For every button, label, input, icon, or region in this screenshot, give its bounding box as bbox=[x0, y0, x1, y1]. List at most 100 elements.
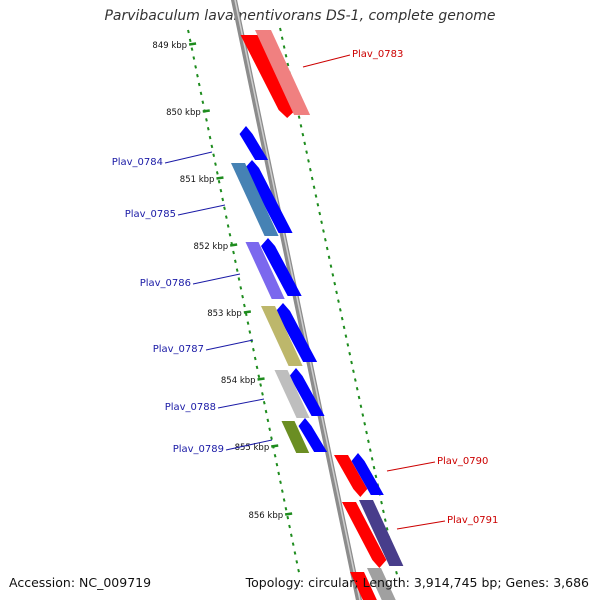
gene-plav-0785 bbox=[231, 163, 279, 236]
tick-mark bbox=[275, 462, 279, 467]
tick-mark bbox=[372, 465, 376, 470]
gene-label: Plav_0788 bbox=[165, 402, 216, 413]
scale-label: 855 kbp bbox=[235, 443, 270, 453]
tick-mark bbox=[196, 73, 199, 78]
scale-tick bbox=[202, 109, 210, 113]
scale-label: 856 kbp bbox=[248, 511, 283, 521]
tick-mark bbox=[340, 316, 344, 321]
scale-tick bbox=[188, 42, 197, 46]
cds-plav-0790-b bbox=[351, 453, 384, 495]
gene-plav-0789 bbox=[281, 421, 310, 453]
tick-mark bbox=[199, 91, 203, 96]
tick-mark bbox=[348, 351, 352, 356]
tick-mark bbox=[367, 439, 370, 444]
tick-mark bbox=[266, 418, 270, 423]
tick-mark bbox=[346, 343, 350, 347]
scale-label: 851 kbp bbox=[180, 175, 215, 185]
tick-mark bbox=[215, 171, 219, 175]
tick-mark bbox=[368, 448, 372, 452]
scale-tick bbox=[216, 176, 224, 180]
tick-mark bbox=[370, 457, 374, 461]
tick-mark bbox=[357, 395, 361, 400]
tick-mark bbox=[331, 273, 335, 277]
tick-mark bbox=[253, 356, 257, 361]
tick-mark bbox=[295, 560, 299, 564]
tick-mark bbox=[329, 264, 333, 268]
tick-mark bbox=[228, 233, 232, 237]
tick-mark bbox=[395, 570, 398, 575]
tick-mark bbox=[333, 281, 337, 286]
gene-plav-0783 bbox=[255, 30, 311, 115]
tick-mark bbox=[310, 176, 314, 181]
gene-plav-0786 bbox=[245, 242, 285, 299]
tick-mark bbox=[291, 542, 295, 546]
gene-label: Plav_0789 bbox=[173, 444, 224, 455]
tick-mark bbox=[297, 568, 300, 573]
tick-mark bbox=[235, 268, 239, 272]
tick-mark bbox=[208, 135, 212, 140]
tick-mark bbox=[374, 474, 378, 479]
tick-mark bbox=[361, 413, 365, 417]
tick-mark bbox=[284, 54, 288, 58]
gene-plav-0791 bbox=[359, 500, 404, 566]
cds-next bbox=[350, 572, 377, 600]
tick-mark bbox=[353, 378, 357, 382]
tick-mark bbox=[252, 347, 255, 352]
tick-mark bbox=[323, 238, 327, 242]
cds-plav-0790 bbox=[334, 455, 368, 497]
gene-label: Plav_0791 bbox=[447, 515, 498, 526]
tick-mark bbox=[261, 392, 264, 396]
scale-tick bbox=[271, 444, 279, 448]
tick-mark bbox=[210, 144, 214, 149]
tick-mark bbox=[363, 422, 367, 426]
scale-tick bbox=[243, 310, 252, 314]
tick-mark bbox=[325, 246, 329, 251]
tick-mark bbox=[280, 36, 284, 41]
tick-mark bbox=[277, 471, 281, 476]
tick-mark bbox=[380, 500, 383, 505]
tick-mark bbox=[234, 259, 237, 264]
cds-plav-0788 bbox=[289, 368, 325, 416]
tick-mark bbox=[217, 180, 221, 184]
tick-mark bbox=[309, 167, 312, 172]
tick-mark bbox=[248, 330, 252, 334]
tick-mark bbox=[223, 206, 226, 211]
tick-mark bbox=[246, 321, 250, 325]
tick-mark bbox=[187, 29, 190, 34]
scale-label: 850 kbp bbox=[166, 108, 201, 118]
tick-mark bbox=[303, 141, 307, 146]
tick-mark bbox=[268, 427, 272, 431]
scale-labels: 849 kbp 850 kbp 851 kbp 852 kbp 853 kbp 854 k… bbox=[152, 41, 293, 521]
backbone-highlight bbox=[234, 0, 361, 600]
gene-leader-line bbox=[217, 398, 265, 409]
gene-leader-line bbox=[225, 439, 273, 451]
scale-label: 853 kbp bbox=[207, 309, 242, 319]
tick-mark bbox=[219, 188, 223, 193]
tick-mark bbox=[190, 47, 194, 51]
tick-mark bbox=[206, 126, 210, 131]
tick-mark bbox=[342, 325, 346, 330]
cds-plav-0785 bbox=[245, 160, 293, 233]
tick-mark bbox=[270, 436, 273, 440]
gene-leader-line bbox=[386, 461, 436, 472]
map-title: Parvibaculum lavamentivorans DS-1, compl… bbox=[104, 8, 496, 24]
gene-next bbox=[367, 568, 396, 600]
tick-mark bbox=[197, 82, 201, 87]
tick-mark bbox=[318, 211, 322, 216]
tick-mark bbox=[320, 220, 323, 225]
cds-plav-0784 bbox=[239, 126, 269, 160]
tick-mark bbox=[284, 507, 288, 511]
tick-mark bbox=[280, 489, 284, 493]
scale-tick bbox=[257, 377, 265, 381]
tick-mark bbox=[286, 515, 290, 520]
tick-mark bbox=[282, 498, 286, 502]
tick-mark bbox=[239, 286, 243, 290]
tick-mark bbox=[205, 118, 208, 122]
tick-mark bbox=[350, 360, 353, 365]
tick-mark bbox=[327, 255, 331, 260]
gene-leader-line bbox=[192, 273, 241, 285]
tick-mark bbox=[307, 159, 310, 163]
tick-mark bbox=[224, 215, 228, 219]
tick-mark bbox=[305, 150, 308, 154]
